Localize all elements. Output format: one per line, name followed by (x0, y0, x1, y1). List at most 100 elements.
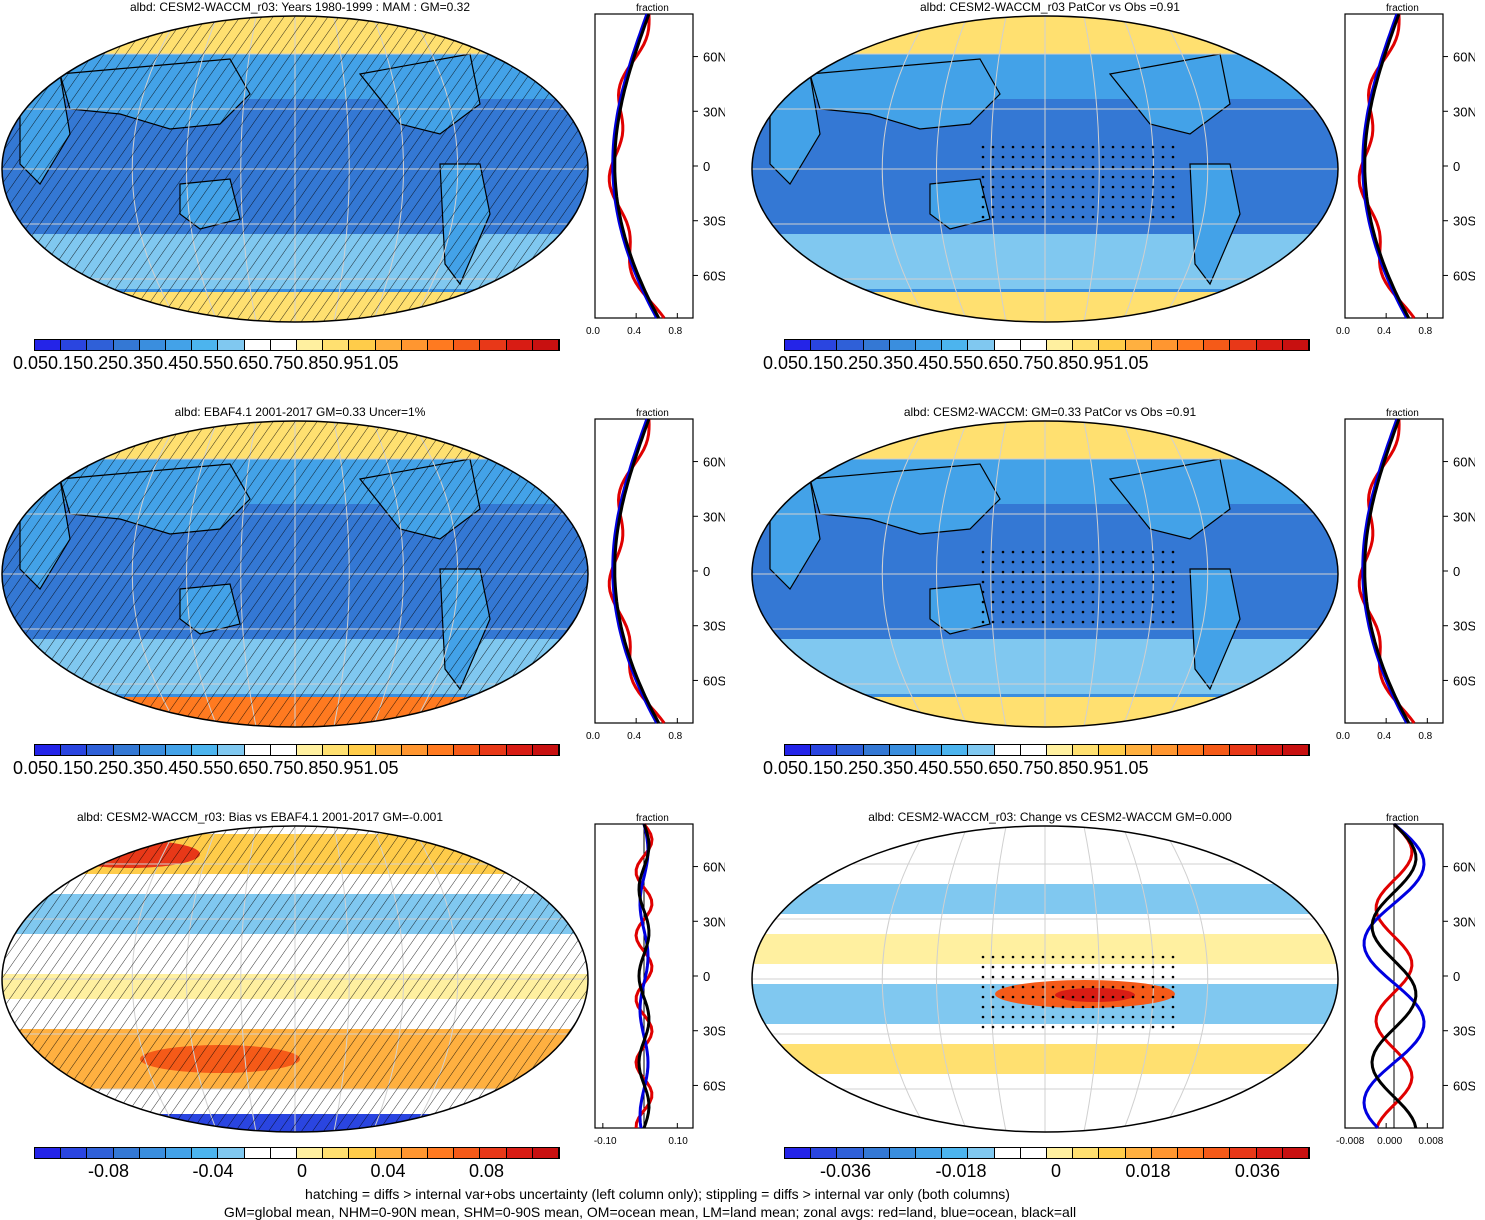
meridian-line (1160, 16, 1209, 322)
colorbar-swatch (1282, 1148, 1310, 1158)
stippling-overlay (980, 954, 1180, 1034)
zonal-xlabel: fraction (636, 3, 669, 14)
lat-label: 60S (703, 268, 725, 283)
zonal-xlabel: fraction (1386, 408, 1419, 419)
meridian-line (881, 826, 930, 1132)
panel-title: albd: CESM2-WACCM_r03: Bias vs EBAF4.1 2… (76, 810, 444, 824)
colorbar-swatch (1204, 340, 1231, 350)
colorbar-swatch (270, 1148, 298, 1158)
colorbar-swatch (480, 1148, 507, 1158)
lat-label: 0 (1453, 969, 1460, 984)
colorbar-labels: 0.05 0.15 0.25 0.35 0.45 0.55 0.65 0.75 0.85 0.95… (763, 758, 1329, 779)
meridian-line (936, 16, 969, 322)
colorbar-swatch (942, 1148, 969, 1158)
panel-title: albd: CESM2-WACCM_r03: Years 1980-1999 :… (129, 0, 471, 14)
colorbar-swatch (1230, 745, 1257, 755)
map-plot (751, 825, 1339, 1133)
cb-label: 0.05 (763, 758, 799, 778)
meridian-line (881, 421, 930, 727)
meridian-line (936, 421, 969, 727)
continent-outline (809, 58, 1001, 130)
colorbar-swatch (35, 1148, 62, 1158)
panel-title: albd: CESM2-WACCM_r03: Change vs CESM2-W… (868, 810, 1232, 824)
zonal-curve (1363, 418, 1411, 724)
colorbar-swatch (968, 745, 995, 755)
cb-label: 0.35 (868, 758, 904, 778)
cb-label: -0.08 (88, 1161, 130, 1181)
cb-label: -0.04 (192, 1161, 234, 1181)
cb-label: 0.85 (293, 353, 329, 373)
cb-label: 0.95 (328, 353, 364, 373)
colorbar-swatch (1020, 745, 1048, 755)
colorbar-swatch (166, 1148, 193, 1158)
colorbar-swatch (166, 340, 193, 350)
zonal-xlabel: fraction (1386, 3, 1419, 14)
colorbar-swatch (166, 745, 193, 755)
map-plot (1, 825, 589, 1133)
cb-label: 0.15 (798, 758, 834, 778)
colorbar-swatch (113, 745, 140, 755)
colorbar-swatch (139, 1148, 167, 1158)
x-tick-label: 0.4 (1377, 326, 1391, 337)
colorbar-swatch (218, 340, 245, 350)
cb-label: 1.05 (1113, 353, 1149, 373)
colorbar-swatch (428, 1148, 455, 1158)
lat-label: 30S (703, 214, 725, 229)
x-tick-label: 0.0 (586, 731, 600, 742)
colorbar-swatch (837, 1148, 864, 1158)
zonal-mean-plot: fraction 60N 30N 0 30S 60S 0.0 0.4 0.8 (1336, 408, 1475, 742)
colorbar-swatch (863, 745, 890, 755)
colorbar-swatch (375, 340, 402, 350)
colorbar-swatch (889, 1148, 917, 1158)
colorbar-swatch (113, 1148, 140, 1158)
colorbar-swatch (454, 745, 481, 755)
lat-label: 60N (703, 860, 725, 875)
lat-label: 30N (1453, 509, 1475, 524)
zonal-curve (637, 823, 651, 1129)
lat-label: 60S (1453, 1078, 1475, 1093)
colorbar-swatch (916, 745, 943, 755)
x-tick-label: 0.8 (1418, 731, 1432, 742)
zonal-mean-plot: fraction 60N 30N 0 30S 60S 0.0 0.4 0.8 (586, 3, 725, 337)
panel-bias: albd: CESM2-WACCM_r03: Bias vs EBAF4.1 2… (0, 810, 725, 1182)
colorbar-swatch (1073, 340, 1100, 350)
colorbar-swatch (811, 340, 838, 350)
zonal-curve (613, 13, 661, 319)
lat-label: 60S (703, 1078, 725, 1093)
cb-label: 0.75 (1008, 353, 1044, 373)
colorbar (784, 339, 1310, 351)
colorbar (784, 1147, 1310, 1159)
colorbar-swatch (218, 745, 245, 755)
colorbar-swatch (349, 1148, 376, 1158)
colorbar-swatch (1204, 1148, 1231, 1158)
colorbar-swatch (1256, 745, 1283, 755)
x-tick-label: 0.8 (668, 326, 682, 337)
cb-label: 0.05 (13, 758, 49, 778)
lat-label: 60N (1453, 50, 1475, 65)
cb-label: 1.05 (363, 353, 399, 373)
cb-label: 0.55 (188, 758, 224, 778)
colorbar-swatch (139, 745, 167, 755)
zonal-mean-plot: fraction 60N 30N 0 30S 60S -0.10 0.10 (594, 813, 725, 1147)
cb-label: 0.05 (13, 353, 49, 373)
footnote-hatching: hatching = diffs > internal var+obs unce… (305, 1186, 1010, 1202)
colorbar-labels: -0.08 -0.04 0 0.04 0.08 (88, 1161, 504, 1182)
zonal-curve (1361, 13, 1409, 319)
colorbar-swatch (532, 745, 560, 755)
lat-label: 30S (703, 619, 725, 634)
colorbar-swatch (942, 745, 969, 755)
lat-label: 0 (703, 564, 710, 579)
cb-label: 0.35 (118, 353, 154, 373)
cb-label: 0.85 (1043, 353, 1079, 373)
zonal-xlabel: fraction (636, 813, 669, 824)
zonal-curve (638, 823, 650, 1129)
colorbar-swatch (785, 340, 812, 350)
colorbar-swatch (1256, 1148, 1283, 1158)
x-tick-label: 0.8 (668, 731, 682, 742)
map-border (751, 420, 1339, 728)
lat-label: 60S (703, 673, 725, 688)
colorbar-swatch (837, 745, 864, 755)
zonal-mean-plot: fraction 60N 30N 0 30S 60S 0.0 0.4 0.8 (1336, 3, 1475, 337)
colorbar-swatch (1020, 340, 1048, 350)
colorbar-swatch (1230, 1148, 1257, 1158)
